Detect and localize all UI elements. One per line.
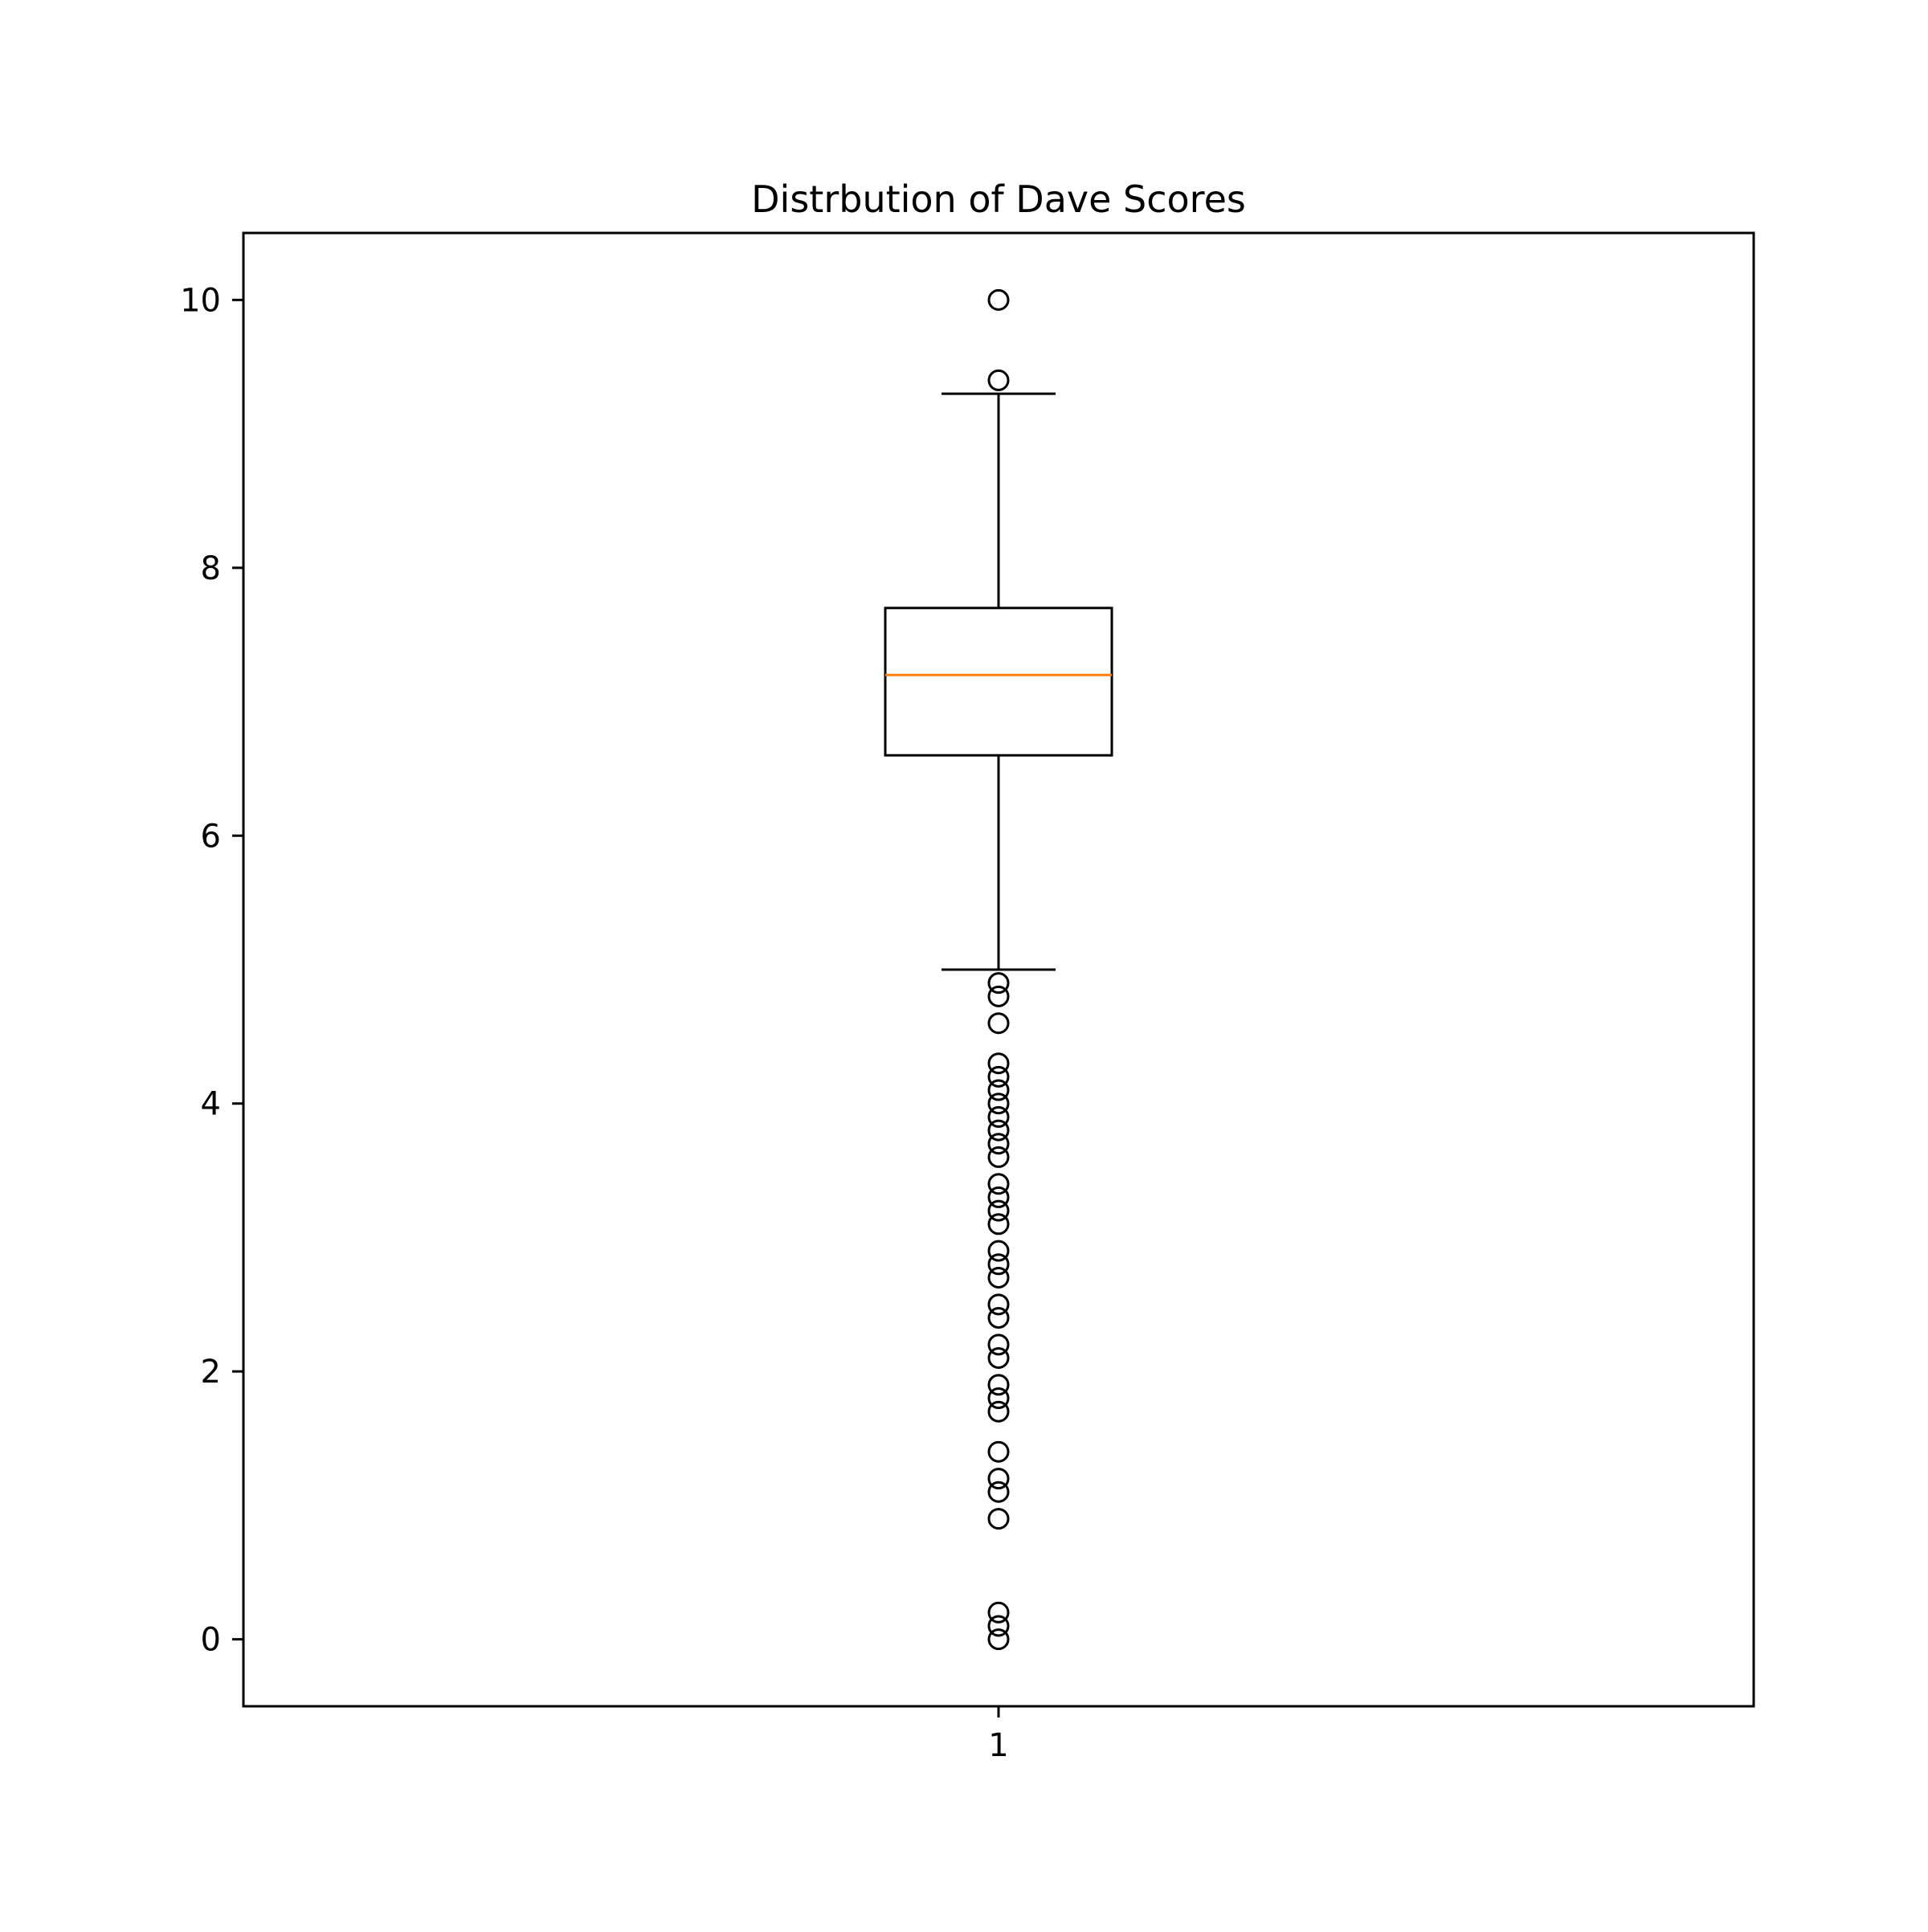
outlier-point xyxy=(987,1253,1010,1276)
outlier-point xyxy=(987,1186,1010,1208)
outlier-point xyxy=(987,1146,1010,1168)
outlier-point xyxy=(987,1133,1010,1155)
outlier-point xyxy=(987,1440,1010,1463)
x-tick-label: 1 xyxy=(988,1727,1008,1764)
outlier-point xyxy=(987,1508,1010,1530)
outlier-point xyxy=(987,1347,1010,1370)
outlier-point xyxy=(987,1052,1010,1075)
outlier-point xyxy=(987,1065,1010,1088)
iqr-box xyxy=(884,607,1113,757)
outlier-point xyxy=(987,1628,1010,1651)
outlier-point xyxy=(987,1173,1010,1195)
outlier-point xyxy=(987,1468,1010,1490)
outlier-point xyxy=(987,1306,1010,1329)
outlier-point xyxy=(987,1400,1010,1423)
outlier-point xyxy=(987,972,1010,995)
outlier-point xyxy=(987,288,1010,311)
y-tick-label: 8 xyxy=(201,550,221,587)
y-tick-label: 4 xyxy=(201,1086,221,1123)
outlier-point xyxy=(987,1374,1010,1396)
plot-area: 0 2 4 6 8 10 1 xyxy=(180,231,1755,1764)
outlier-point xyxy=(987,1387,1010,1410)
chart-title: Distrbution of Dave Scores xyxy=(751,178,1246,221)
outlier-point xyxy=(987,1093,1010,1115)
outlier-point xyxy=(987,369,1010,391)
outlier-point xyxy=(987,1213,1010,1236)
outlier-point xyxy=(987,1012,1010,1035)
outlier-point xyxy=(987,985,1010,1007)
outlier-point xyxy=(987,1293,1010,1316)
outlier-point xyxy=(987,1105,1010,1128)
outlier-point xyxy=(987,1615,1010,1637)
outlier-point xyxy=(987,1601,1010,1624)
y-tick-label: 0 xyxy=(201,1622,221,1659)
outlier-point xyxy=(987,1334,1010,1356)
y-tick-label: 2 xyxy=(201,1354,221,1391)
y-tick-label: 6 xyxy=(201,818,221,855)
outlier-point xyxy=(987,1119,1010,1142)
outlier-point xyxy=(987,1079,1010,1101)
outlier-point xyxy=(987,1266,1010,1289)
outlier-point xyxy=(987,1240,1010,1262)
outlier-point xyxy=(987,1481,1010,1503)
y-tick-label: 10 xyxy=(180,282,221,319)
outlier-point xyxy=(987,1199,1010,1222)
